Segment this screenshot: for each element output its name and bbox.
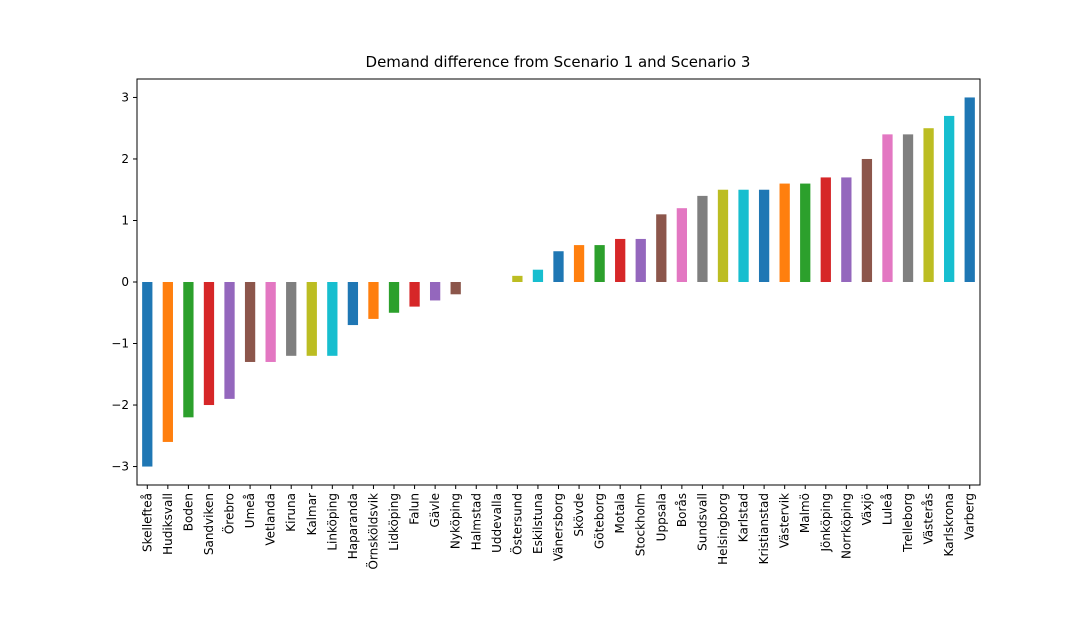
bars-group (142, 97, 975, 467)
bar-23 (615, 238, 626, 282)
bar-26 (676, 208, 688, 282)
bar-14 (429, 282, 441, 301)
x-tick-label: Kalmar (305, 493, 319, 535)
x-tick-label: Eskilstuna (531, 493, 545, 554)
bar-34 (841, 177, 852, 282)
bar-20 (553, 251, 564, 282)
bar-21 (573, 245, 585, 282)
y-tick-label: −2 (111, 398, 129, 412)
bar-7 (286, 282, 297, 356)
x-tick-label: Uppsala (654, 493, 668, 541)
bar-4 (224, 282, 235, 399)
x-tick-label: Skövde (572, 493, 586, 537)
bar-5 (244, 282, 256, 362)
bar-29 (738, 189, 749, 282)
x-tick-label: Jönköping (819, 493, 833, 553)
bar-35 (861, 158, 873, 282)
x-tick-label: Västerås (922, 493, 936, 545)
x-tick-label: Hudiksvall (161, 493, 175, 555)
bar-10 (347, 282, 359, 326)
x-tick-label: Skellefteå (140, 493, 154, 552)
x-tick-label: Linköping (325, 493, 339, 551)
x-tick-label: Motala (613, 493, 627, 533)
x-tick-label: Örebro (221, 493, 237, 534)
bar-25 (656, 214, 667, 282)
bar-37 (902, 134, 914, 282)
x-tick-label: Kristianstad (757, 493, 771, 564)
bar-11 (368, 282, 379, 319)
bar-13 (409, 282, 420, 307)
y-tick-label: −1 (111, 337, 129, 351)
bar-40 (964, 97, 975, 282)
bar-8 (306, 282, 317, 356)
bar-12 (388, 282, 400, 313)
x-tick-label: Varberg (963, 493, 977, 540)
x-tick-label: Nyköping (449, 493, 463, 549)
x-tick-label: Stockholm (634, 493, 648, 556)
y-tick-label: 3 (121, 90, 129, 104)
bar-0 (142, 282, 153, 467)
x-tick-label: Luleå (880, 493, 894, 525)
x-tick-label: Sandviken (202, 493, 216, 555)
x-tick-label: Östersund (508, 493, 524, 555)
bar-9 (327, 282, 338, 356)
x-tick-label: Trelleborg (901, 493, 915, 553)
bar-2 (183, 282, 194, 418)
x-tick-label: Halmstad (469, 493, 483, 550)
x-tick-label: Växjö (860, 493, 874, 525)
x-tick-label: Västervik (778, 493, 792, 548)
chart-title: Demand difference from Scenario 1 and Sc… (366, 53, 751, 71)
x-tick-label: Uddevalla (490, 493, 504, 553)
x-tick-label: Norrköping (839, 493, 853, 559)
bar-27 (697, 195, 708, 282)
x-tick-label: Göteborg (593, 493, 607, 549)
x-tick-label: Borås (675, 493, 689, 527)
x-tick-label: Kiruna (284, 493, 298, 532)
x-tick-label: Lidköping (387, 493, 401, 551)
bar-3 (203, 282, 215, 406)
y-tick-label: −3 (111, 460, 129, 474)
y-tick-label: 0 (121, 275, 129, 289)
bar-36 (882, 134, 893, 282)
bar-39 (944, 115, 955, 282)
x-tick-label: Boden (181, 493, 195, 531)
x-tick-label: Örnsköldsvik (364, 493, 380, 570)
bar-18 (512, 275, 523, 282)
bar-28 (717, 189, 729, 282)
x-tick-label: Malmö (798, 493, 812, 533)
y-tick-label: 2 (121, 152, 129, 166)
x-tick-label: Umeå (243, 493, 257, 528)
bar-22 (594, 245, 605, 282)
x-tick-label: Gävle (428, 493, 442, 527)
bar-38 (923, 128, 934, 282)
bar-19 (532, 269, 544, 282)
bar-24 (635, 238, 646, 282)
bar-1 (162, 282, 173, 442)
x-tick-label: Vetlanda (264, 493, 278, 546)
x-tick-label: Sundsvall (695, 493, 709, 551)
x-tick-label: Haparanda (346, 493, 360, 559)
x-tick-label: Vänersborg (552, 493, 566, 561)
bar-6 (265, 282, 276, 362)
bar-30 (758, 189, 770, 282)
x-tick-label: Karlskrona (942, 493, 956, 556)
bar-33 (820, 177, 831, 282)
bar-32 (800, 183, 811, 282)
x-tick-label: Karlstad (737, 493, 751, 542)
y-axis: −3 −2 −1 0 1 2 3 (111, 90, 137, 474)
x-tick-label: Falun (408, 493, 422, 525)
x-tick-label: Helsingborg (716, 493, 730, 565)
plot-frame (136, 78, 981, 486)
bar-31 (779, 183, 790, 282)
bar-15 (450, 282, 461, 295)
y-tick-label: 1 (121, 213, 129, 227)
x-axis: Skellefteå Hudiksvall Boden Sandviken Örebro… (140, 485, 977, 570)
